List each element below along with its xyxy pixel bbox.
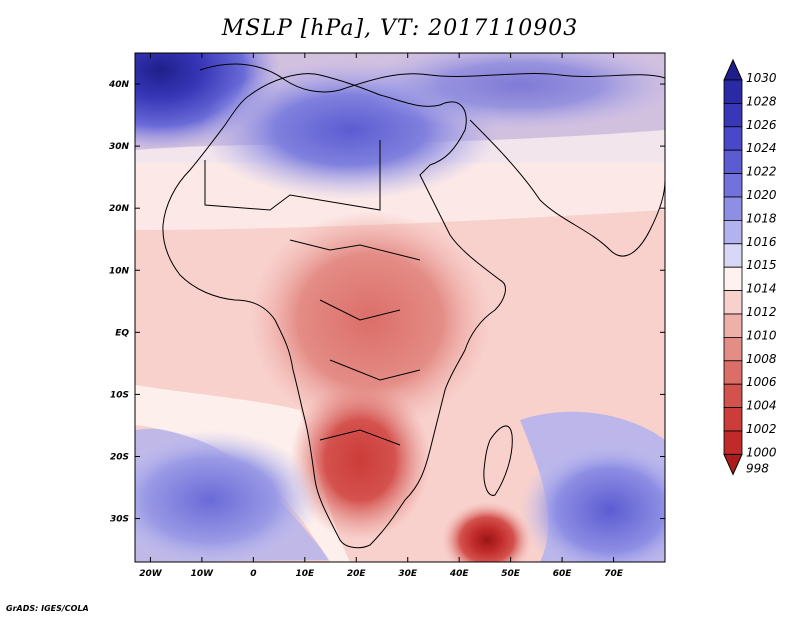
x-tick-label: 60E bbox=[553, 569, 573, 579]
europe-coast bbox=[199, 63, 665, 93]
plot-frame bbox=[134, 52, 666, 563]
colorbar-label: 1014 bbox=[746, 282, 777, 296]
x-tick-label: 20W bbox=[139, 569, 163, 579]
colorbar-swatch bbox=[723, 196, 743, 221]
madagascar-south-low-blob bbox=[442, 502, 532, 562]
colorbar-swatch bbox=[723, 126, 743, 151]
colorbar-swatch bbox=[723, 79, 743, 104]
y-tick-label: 10S bbox=[110, 390, 129, 400]
x-tick-label: 50E bbox=[501, 569, 521, 579]
interior-borders bbox=[289, 239, 421, 446]
colorbar-label: 1024 bbox=[746, 141, 777, 155]
colorbar-bottom-arrow bbox=[723, 453, 743, 476]
y-tick-label: 10N bbox=[109, 266, 130, 276]
colorbar-swatch bbox=[723, 407, 743, 432]
y-tick-label: 20N bbox=[109, 204, 130, 214]
coastlines bbox=[162, 63, 665, 549]
map-title: MSLP [hPa], VT: 2017110903 bbox=[221, 16, 579, 41]
x-tick-label: 40E bbox=[449, 569, 470, 579]
south-atlantic-high-blob bbox=[135, 430, 320, 562]
x-tick-label: 0 bbox=[250, 569, 256, 579]
colorbar-label: 1008 bbox=[746, 352, 777, 366]
madagascar-outline bbox=[483, 425, 513, 496]
colorbar-swatch bbox=[723, 360, 743, 385]
colorbar-label: 1030 bbox=[746, 71, 777, 85]
y-tick-label: 30S bbox=[110, 515, 129, 525]
colorbar: 1030 1028 1026 1024 1022 1020 1018 1016 1015 1014… bbox=[723, 58, 777, 476]
colorbar-swatch bbox=[723, 219, 743, 245]
colorbar-swatch bbox=[723, 313, 743, 338]
x-tick-label: 20E bbox=[347, 569, 367, 579]
y-tick-label: EQ bbox=[115, 328, 129, 338]
colorbar-label: 1006 bbox=[746, 375, 777, 389]
middle-east-high-blob bbox=[360, 53, 665, 130]
credit-label: GrADS: IGES/COLA bbox=[6, 604, 89, 613]
colorbar-swatch bbox=[723, 266, 743, 292]
colorbar-label: 998 bbox=[746, 461, 769, 475]
x-axis: 20W 10W 0 10E 20E 30E 40E 50E 60E 70E bbox=[139, 53, 624, 579]
colorbar-label: 1026 bbox=[746, 118, 777, 132]
colorbar-label: 1020 bbox=[746, 188, 777, 202]
colorbar-swatch bbox=[723, 383, 743, 409]
x-tick-label: 70E bbox=[604, 569, 624, 579]
arabia-india-coast bbox=[469, 119, 665, 257]
colorbar-label: 1022 bbox=[746, 165, 777, 179]
x-tick-label: 10E bbox=[295, 569, 315, 579]
colorbar-swatch bbox=[723, 103, 743, 128]
west-africa-borders bbox=[204, 140, 381, 211]
colorbar-swatch bbox=[723, 243, 743, 268]
colorbar-label: 1012 bbox=[746, 305, 777, 319]
y-tick-label: 20S bbox=[110, 452, 129, 462]
colorbar-label: 1000 bbox=[746, 445, 777, 459]
africa-outline bbox=[162, 73, 506, 549]
y-axis: 40N 30N 20N 10N EQ 10S 20S 30S bbox=[108, 80, 665, 525]
colorbar-label: 1010 bbox=[746, 328, 777, 342]
colorbar-label: 1004 bbox=[746, 399, 777, 413]
pressure-field bbox=[135, 53, 665, 562]
colorbar-swatch bbox=[723, 149, 743, 174]
colorbar-label: 1015 bbox=[746, 258, 777, 272]
colorbar-label: 1002 bbox=[746, 422, 777, 436]
colorbar-swatch bbox=[723, 430, 743, 455]
colorbar-swatch bbox=[723, 173, 743, 198]
colorbar-swatch bbox=[723, 290, 743, 315]
x-tick-label: 10W bbox=[191, 569, 215, 579]
indian-ocean-high-blob bbox=[520, 440, 665, 562]
central-africa-trough-blob bbox=[250, 210, 490, 430]
y-tick-label: 40N bbox=[108, 80, 130, 90]
colorbar-label: 1028 bbox=[746, 94, 777, 108]
y-tick-label: 30N bbox=[109, 142, 130, 152]
colorbar-swatch bbox=[723, 336, 743, 362]
colorbar-label: 1018 bbox=[746, 211, 777, 225]
southern-africa-low-blob bbox=[290, 380, 430, 540]
colorbar-label: 1016 bbox=[746, 235, 777, 249]
x-tick-label: 30E bbox=[398, 569, 418, 579]
colorbar-top-arrow bbox=[723, 58, 743, 81]
